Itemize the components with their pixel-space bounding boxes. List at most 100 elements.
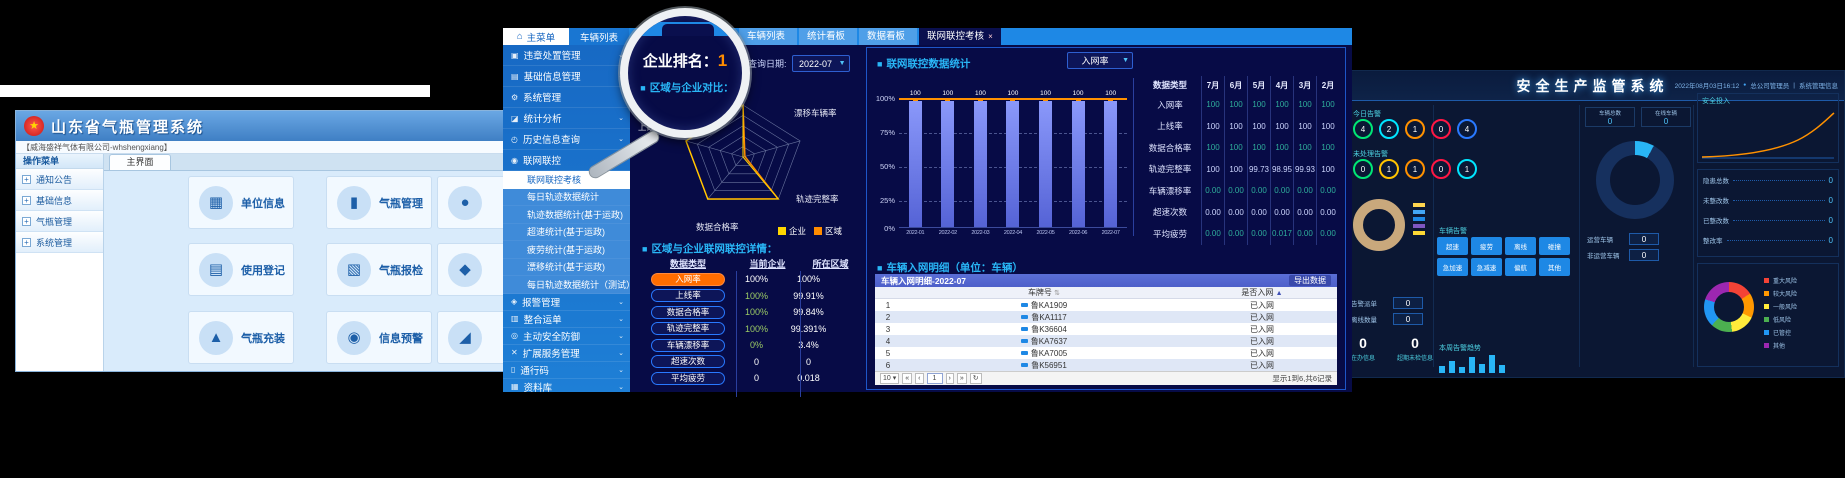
alarm-type-button[interactable]: 超速 — [1437, 237, 1468, 255]
alarm-type-button[interactable]: 离线 — [1505, 237, 1536, 255]
vehicle-table: 车辆入网明细-2022-07 导出数据 车牌号 ⇅ 是否入网 ▲ 1 鲁KA19… — [875, 274, 1337, 385]
submenu-item[interactable]: 每日轨迹数据统计 — [503, 188, 630, 206]
y-axis-tick: 75% — [879, 128, 895, 137]
prev-page-button[interactable]: ‹ — [915, 373, 924, 384]
menu-icon: ▦ — [511, 382, 519, 391]
sidebar-item[interactable]: ▤ 基础信息管理 ⌄ — [503, 66, 630, 87]
expand-plus-icon[interactable]: + — [22, 195, 31, 205]
big-stat: 0 在办信息 — [1351, 335, 1376, 362]
sidebar-item[interactable]: ◴ 历史信息查询 ⌄ — [503, 129, 630, 150]
system-nav-link[interactable]: 系统管理信息 — [1799, 83, 1838, 90]
metric-pill-button[interactable]: 数据合格率 — [651, 305, 725, 319]
function-card[interactable]: ▮ 气瓶管理 — [326, 176, 432, 229]
expand-plus-icon[interactable]: + — [22, 216, 31, 226]
sidebar-item[interactable]: ◎ 主动安全防御 ⌄ — [503, 328, 630, 345]
content-tab[interactable]: 统计看板 — [799, 28, 858, 45]
sidebar-item[interactable]: ▦ 资料库 ⌄ — [503, 379, 630, 392]
vehicle-table-row[interactable]: 6 鲁K56951 已入网 — [875, 359, 1337, 371]
metric-pill-button[interactable]: 车辆漂移率 — [651, 338, 725, 352]
function-card[interactable]: ▦ 单位信息 — [188, 176, 294, 229]
username-text[interactable]: 总公司管理员 — [1750, 83, 1790, 90]
left-menu-item[interactable]: + 气瓶管理 — [16, 211, 103, 232]
vehicle-table-row[interactable]: 4 鲁KA7637 已入网 — [875, 335, 1337, 347]
sidebar-item[interactable]: ▯ 通行码 ⌄ — [503, 362, 630, 379]
alarm-type-button[interactable]: 急加速 — [1437, 258, 1468, 276]
sidebar-item[interactable]: ▥ 整合运单 ⌄ — [503, 311, 630, 328]
vehicle-table-row[interactable]: 2 鲁KA1117 已入网 — [875, 311, 1337, 323]
content-tab[interactable]: 联网联控考核 × — [919, 28, 1001, 45]
page-size-select[interactable]: 10 ▾ — [880, 373, 900, 384]
metric-pill-button[interactable]: 超速次数 — [651, 355, 725, 369]
status-column-header[interactable]: 是否入网 ▲ — [1241, 288, 1283, 297]
alarm-type-donut-chart — [1353, 199, 1405, 251]
monthly-table-row: 入网率 100 100 100 100 100 100 — [1139, 94, 1341, 116]
main-menu-tab[interactable]: ⌂ 主菜单 — [503, 28, 569, 45]
metric-pill-button[interactable]: 入网率 — [651, 272, 725, 286]
sidebar-item[interactable]: ◈ 报警管理 ⌄ — [503, 294, 630, 311]
sidebar-item[interactable]: ◉ 联网联控 — [503, 150, 630, 171]
function-card[interactable]: ▧ 气瓶报检 — [326, 243, 432, 296]
alarm-type-button[interactable]: 疲劳 — [1471, 237, 1502, 255]
datetime-text: 2022年08月03日16:12 — [1674, 83, 1740, 90]
region-enterprise-table: 数据类型 当前企业 所在区域 入网率 100% 100% 上线率 100% 99… — [640, 257, 862, 387]
function-card[interactable]: ▤ 使用登记 — [188, 243, 294, 296]
vehicle-table-row[interactable]: 5 鲁KA7005 已入网 — [885, 348, 1274, 359]
plate-column-header[interactable]: 车牌号 ⇅ — [1027, 288, 1061, 297]
expand-plus-icon[interactable]: + — [22, 174, 31, 184]
first-page-button[interactable]: « — [902, 373, 913, 384]
left-menu-item[interactable]: + 通知公告 — [16, 169, 103, 190]
main-screen-tab[interactable]: 主界面 — [109, 154, 171, 170]
plate-cell: 鲁KA7005 — [901, 348, 1187, 359]
submenu-item[interactable]: 联网联控考核 — [503, 171, 630, 189]
sidebar-item[interactable]: ✕ 扩展服务管理 ⌄ — [503, 345, 630, 362]
content-tab[interactable]: 车辆列表 — [739, 28, 798, 45]
submenu-item[interactable]: 超速统计(基于运政) — [503, 223, 630, 241]
plate-cell: 鲁KA1909 — [901, 300, 1187, 311]
metric-pill-button[interactable]: 平均疲劳 — [651, 371, 725, 385]
chevron-down-icon: ⌄ — [618, 315, 624, 323]
function-card[interactable]: ▲ 气瓶充装 — [188, 311, 294, 364]
submenu-item[interactable]: 每日轨迹数据统计（测试） — [503, 276, 630, 294]
sidebar-item[interactable]: ▣ 违章处置管理 ⌄ — [503, 45, 630, 66]
submenu-item[interactable]: 轨迹数据统计(基于运政) — [503, 206, 630, 224]
sidebar-item[interactable]: ◪ 统计分析 ⌄ — [503, 108, 630, 129]
left-menu-item[interactable]: + 基础信息 — [16, 190, 103, 211]
alarm-type-button[interactable]: 其他 — [1539, 258, 1570, 276]
expand-plus-icon[interactable]: + — [22, 237, 31, 247]
panel-divider — [1133, 78, 1134, 236]
next-page-button[interactable]: › — [945, 373, 954, 384]
right-app-title: 安全生产监管系统 — [1516, 78, 1669, 94]
alarm-type-button[interactable]: 碰撞 — [1539, 237, 1570, 255]
submenu-item[interactable]: 漂移统计(基于运政) — [503, 258, 630, 276]
metric-dropdown[interactable]: 入网率 ▼ — [1067, 52, 1133, 69]
query-date-dropdown[interactable]: 2022-07 ▼ — [791, 55, 850, 72]
vehicle-table-row[interactable]: 3 鲁K36604 已入网 — [885, 324, 1274, 334]
week-trend-label: 本周告警趋势 — [1439, 345, 1481, 352]
current-page-input[interactable]: 1 — [926, 373, 943, 384]
last-page-button[interactable]: » — [956, 373, 967, 384]
alarm-type-button[interactable]: 偏航 — [1505, 258, 1536, 276]
alarm-ring-gauge: 0 — [1431, 119, 1451, 139]
bar: 100 — [973, 88, 987, 227]
vehicle-list-tab[interactable]: 车辆列表 — [569, 28, 629, 45]
left-menu-item[interactable]: + 系统管理 — [16, 232, 103, 253]
alarm-ring-gauge: 1 — [1405, 119, 1425, 139]
vehicle-tiles: 车辆总数 0 在线车辆 0 — [1585, 107, 1691, 127]
detail-table-row: 入网率 100% 100% — [640, 271, 862, 288]
section-marker-icon: ■ — [877, 263, 883, 273]
alarm-type-button[interactable]: 急减速 — [1471, 258, 1502, 276]
function-card[interactable]: ◉ 信息预警 — [326, 311, 432, 364]
refresh-button[interactable]: ↻ — [969, 373, 982, 384]
content-tab[interactable]: 数据看板 — [859, 28, 918, 45]
legend-item: 较大风险 — [1764, 289, 1797, 298]
car-icon — [1021, 315, 1029, 319]
function-card-icon: ▧ — [337, 252, 371, 287]
close-tab-icon[interactable]: × — [988, 32, 993, 41]
vehicle-table-row[interactable]: 1 鲁KA1909 已入网 — [885, 300, 1274, 311]
x-axis-labels: 2022-01 2022-02 2022-03 2022-04 2022-05 2022-… — [899, 230, 1127, 236]
metric-pill-button[interactable]: 轨迹完整率 — [651, 322, 725, 336]
submenu-item[interactable]: 疲劳统计(基于运政) — [503, 241, 630, 259]
metric-pill-button[interactable]: 上线率 — [651, 289, 725, 303]
export-data-button[interactable]: 导出数据 — [1289, 275, 1331, 286]
sidebar-item[interactable]: ⚙ 系统管理 — [503, 87, 630, 108]
